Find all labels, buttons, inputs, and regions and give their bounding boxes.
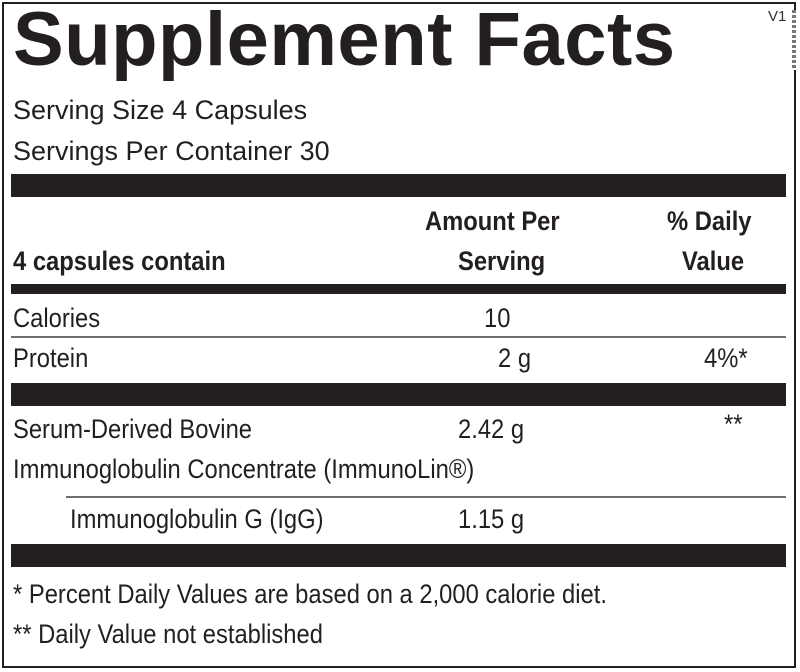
header-column-name: 4 capsules contain <box>13 246 226 276</box>
footnote-daily-values: * Percent Daily Values are based on a 2,… <box>13 579 607 609</box>
row-amount-igg: 1.15 g <box>458 504 525 534</box>
row-amount-protein: 2 g <box>498 343 532 373</box>
thick-divider <box>11 174 786 197</box>
thick-divider <box>11 544 786 567</box>
row-name-calories: Calories <box>13 303 101 333</box>
servings-per-container: Servings Per Container 30 <box>13 136 330 166</box>
row-divider <box>11 336 786 338</box>
footnote-not-established: ** Daily Value not established <box>13 619 323 649</box>
row-name-immunoglobulin-line2: Immunoglobulin Concentrate (ImmunoLin®) <box>13 454 475 484</box>
row-dv-protein: 4%* <box>704 343 748 373</box>
row-amount-calories: 10 <box>484 303 511 333</box>
thick-divider <box>11 383 786 406</box>
row-name-immunoglobulin-line1: Serum-Derived Bovine <box>13 414 253 444</box>
header-amount-line2: Serving <box>458 246 546 276</box>
medium-divider <box>11 284 786 294</box>
row-name-protein: Protein <box>13 343 89 373</box>
header-amount-line1: Amount Per <box>425 206 560 236</box>
header-dv-line2: Value <box>682 246 745 276</box>
edge-marker <box>792 10 796 70</box>
serving-size: Serving Size 4 Capsules <box>13 95 308 125</box>
row-dv-immunoglobulin: ** <box>724 409 743 439</box>
subrow-divider <box>66 496 786 498</box>
row-amount-immunoglobulin: 2.42 g <box>458 414 525 444</box>
header-dv-line1: % Daily <box>667 206 752 236</box>
row-name-igg: Immunoglobulin G (IgG) <box>70 504 324 534</box>
label-title: Supplement Facts <box>13 0 676 82</box>
version-tag: V1 <box>768 8 787 25</box>
